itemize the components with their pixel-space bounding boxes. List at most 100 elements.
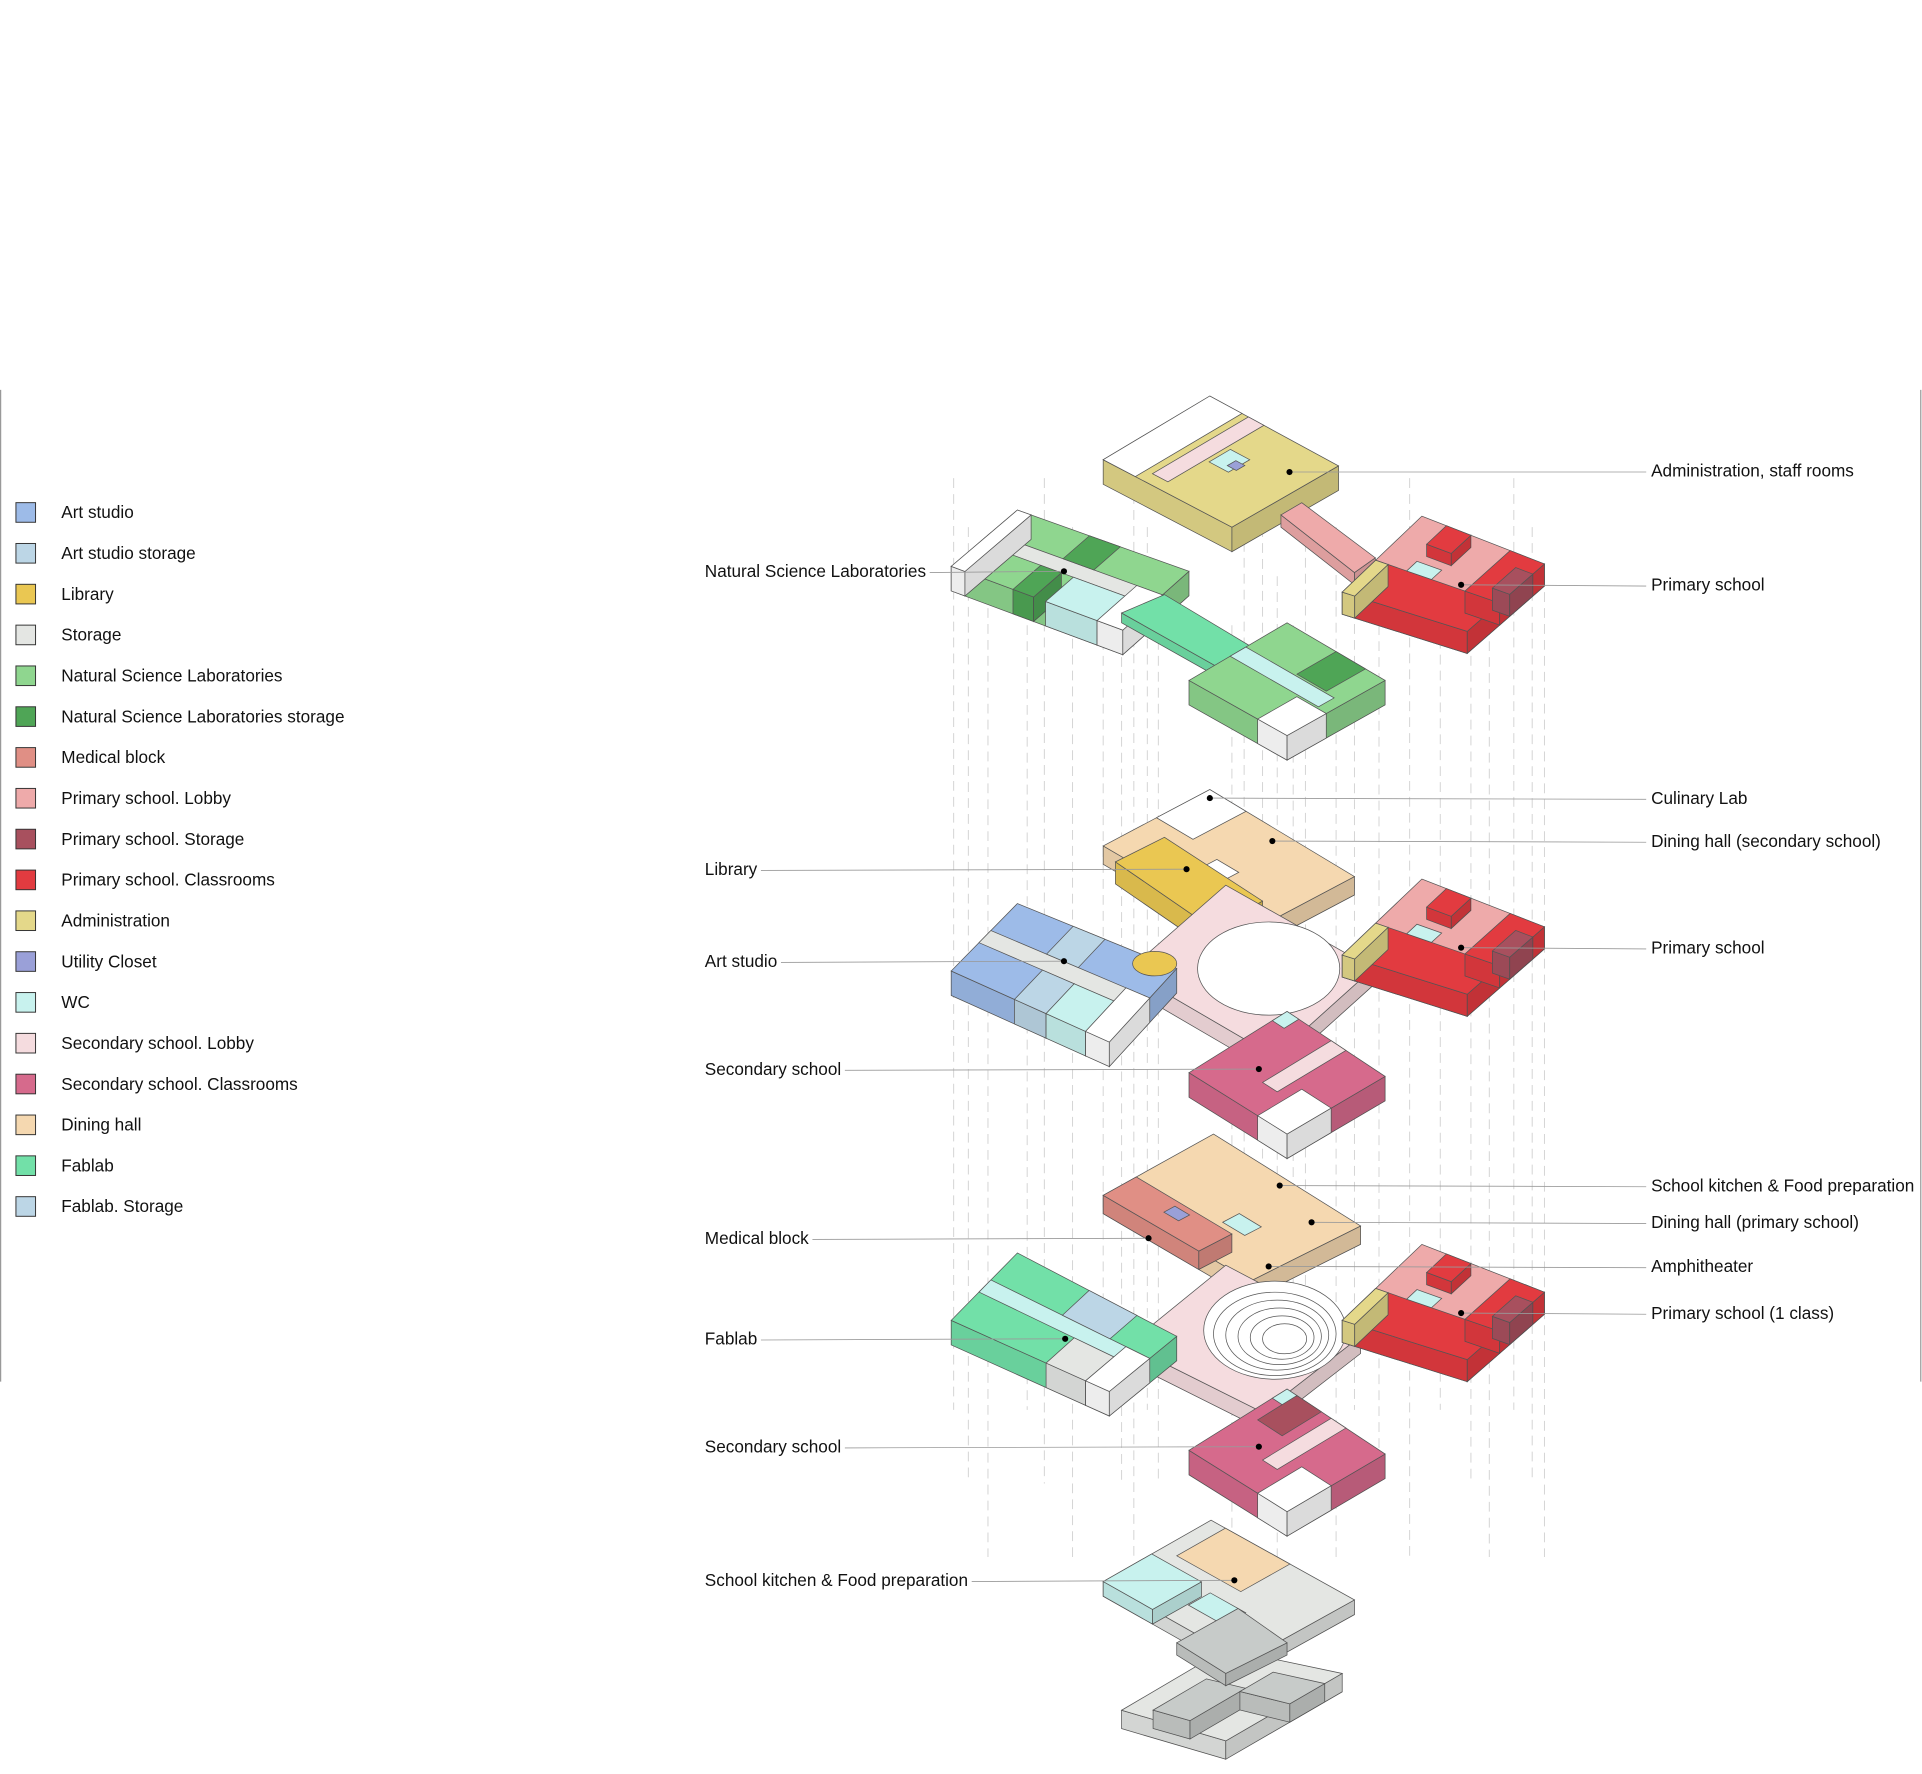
leader-line — [760, 1338, 1066, 1341]
leader-dot — [1255, 1443, 1262, 1450]
callout-label: Natural Science Laboratories — [705, 561, 926, 581]
primary-school-3-classroom-north-shade — [1426, 1272, 1452, 1294]
primary-school-3-classrooms-east-shade — [1464, 1319, 1500, 1354]
callout-label: Art studio — [705, 951, 777, 971]
legend-label: Secondary school. Lobby — [61, 1033, 254, 1053]
primary-school-admin — [1341, 559, 1389, 597]
secondary-school-stair-shade — [1287, 1108, 1332, 1159]
callout-label: Library — [705, 859, 758, 879]
admin-block-shade — [1103, 459, 1232, 552]
leader-line — [1268, 1266, 1647, 1269]
legend-label: Fablab. Storage — [61, 1196, 183, 1216]
callout-label: Primary school — [1651, 937, 1764, 957]
leader-dot — [1286, 468, 1293, 476]
leader-dot — [1060, 568, 1068, 575]
fablab-stair-shade — [1085, 1380, 1110, 1417]
primary-school-storage — [1491, 567, 1534, 595]
leader-dot — [1255, 1065, 1262, 1073]
legend-label: Natural Science Laboratories storage — [61, 706, 344, 726]
leader-dot — [1060, 958, 1068, 965]
art-stair-shade — [1109, 997, 1150, 1067]
secondary-school-wc — [1271, 1011, 1300, 1029]
legend-label: Primary school. Lobby — [61, 788, 231, 808]
legend-swatch — [15, 869, 37, 891]
callout-label: Primary school — [1651, 575, 1764, 595]
storage-room-shade — [1153, 1710, 1190, 1740]
storage-link-shade — [1225, 1642, 1288, 1686]
courtyard — [1197, 921, 1341, 1016]
leader-dot — [1269, 837, 1276, 845]
dining-wc — [1221, 1213, 1263, 1236]
primary-school-2-storage-shade — [1492, 951, 1510, 980]
legend-label: Primary school. Storage — [61, 829, 244, 849]
amphitheater-row — [1249, 1315, 1315, 1360]
fablab-stair-shade — [1109, 1358, 1150, 1417]
dining-corridor — [1155, 789, 1247, 840]
kitchen-wc-shade — [1103, 1581, 1153, 1625]
legend-swatch — [15, 542, 37, 564]
legend-label: Medical block — [61, 747, 165, 767]
kitchen-wc — [1102, 1553, 1203, 1610]
callout-label: Secondary school — [705, 1059, 841, 1079]
primary-school-3-admin-shade — [1354, 1292, 1389, 1347]
callout-label: Dining hall (primary school) — [1651, 1212, 1859, 1232]
medical-block-shade — [1103, 1195, 1199, 1270]
secondary-storage — [1256, 1395, 1323, 1437]
primary-school-2-classrooms-shade — [1342, 955, 1468, 1017]
science-storage-front-shade — [1033, 572, 1062, 622]
leader-line — [1209, 797, 1647, 800]
primary-school-wc — [1405, 560, 1443, 580]
science-storage — [1062, 535, 1122, 571]
leader-dot — [1458, 581, 1465, 588]
art-storage — [1045, 925, 1106, 969]
primary-school-2-admin-shade — [1342, 955, 1355, 982]
amphitheater-row — [1225, 1299, 1330, 1371]
art-stair — [1084, 987, 1151, 1043]
art-wc-shade — [1046, 1013, 1086, 1056]
secondary-school-stair-shade — [1257, 1115, 1288, 1159]
leader-line — [1311, 1221, 1647, 1224]
leader-line — [844, 1446, 1259, 1449]
primary-school-3-wc — [1405, 1289, 1443, 1309]
leader-dot — [1183, 866, 1190, 873]
primary-school-3-storage — [1491, 1295, 1534, 1323]
callouts: Natural Science Laboratories Library Art s… — [705, 461, 1915, 1591]
leader-line — [1461, 1312, 1647, 1315]
legend-label: Utility Closet — [61, 951, 157, 971]
primary-school-3-admin-shade — [1342, 1320, 1355, 1347]
leader-line — [1461, 584, 1647, 587]
leader-dot — [1458, 1309, 1465, 1317]
leader-line — [760, 868, 1187, 871]
primary-school-storage-shade — [1509, 574, 1533, 617]
callout-label: School kitchen & Food preparation — [1651, 1175, 1914, 1195]
art-storage-front-shade — [1014, 999, 1047, 1039]
kitchen-wc-shade — [1152, 1581, 1202, 1625]
legend-swatch — [15, 787, 37, 809]
callout-label: Fablab — [705, 1329, 757, 1349]
callout-label: Administration, staff rooms — [1651, 461, 1854, 481]
admin-wc — [1208, 448, 1251, 473]
legend-swatch — [15, 706, 37, 727]
science-block-stair — [1256, 696, 1328, 737]
primary-school-2-classroom-north-shade — [1426, 907, 1452, 929]
legend-swatch — [15, 910, 37, 932]
primary-school-classroom-north-shade — [1426, 544, 1452, 566]
fablab-stair — [1084, 1346, 1151, 1392]
legend-label: WC — [61, 992, 90, 1012]
legend-swatch — [15, 828, 37, 850]
medical-block-shade — [1198, 1233, 1232, 1270]
primary-school-2-admin-shade — [1354, 927, 1389, 982]
science-block-corridor — [1229, 646, 1335, 708]
callout-label: School kitchen & Food preparation — [705, 1570, 968, 1590]
art-stair-shade — [1085, 1031, 1110, 1067]
primary-school-3-storage-shade — [1509, 1302, 1533, 1345]
legend-label: Primary school. Classrooms — [61, 870, 275, 890]
legend-swatch — [15, 1114, 37, 1136]
admin-block-shade — [1231, 465, 1339, 552]
science-wc-shade — [1045, 601, 1098, 646]
leader-dot — [1206, 795, 1213, 802]
science-block-stair-shade — [1257, 719, 1288, 761]
science-storage-front-shade — [1012, 589, 1034, 622]
legend-swatch — [15, 992, 37, 1013]
primary-corridor-shade — [1280, 514, 1355, 585]
